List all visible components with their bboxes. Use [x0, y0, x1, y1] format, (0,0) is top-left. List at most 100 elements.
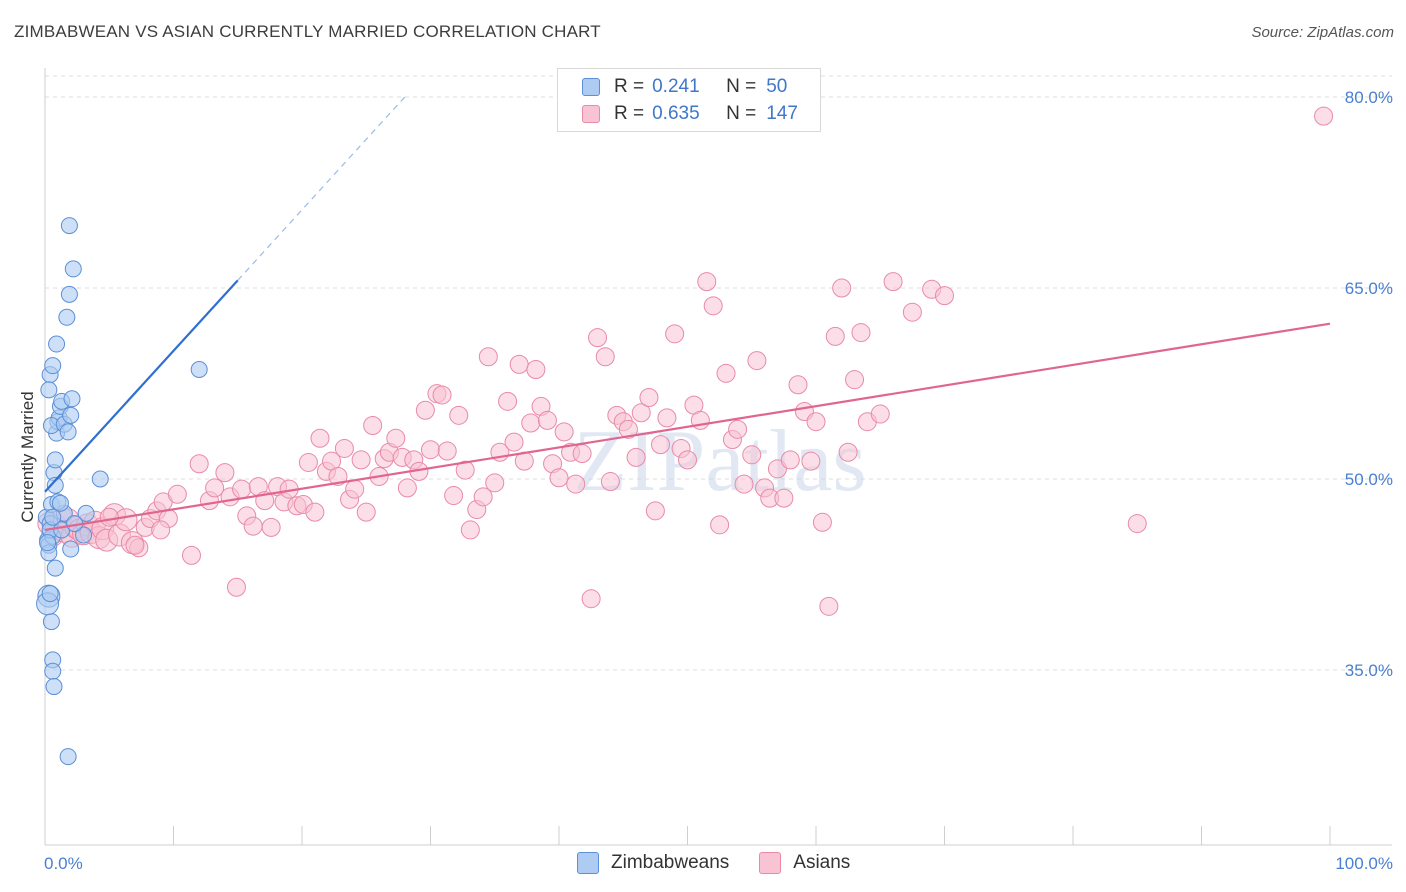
zimbabweans-point: [60, 217, 78, 235]
asians-point: [167, 484, 187, 504]
asians-point: [780, 450, 800, 470]
legend-label-asians: Asians: [793, 852, 851, 873]
x-tick-label: 100.0%: [1335, 854, 1393, 873]
asians-point: [825, 326, 845, 346]
asians-point: [806, 412, 826, 432]
zimbabweans-point: [41, 585, 59, 603]
asians-point: [1314, 106, 1334, 126]
zimbabweans-point: [46, 476, 64, 494]
legend-n-value: 147: [766, 103, 798, 124]
legend-label-zimbabweans: Zimbabweans: [611, 852, 730, 873]
asians-point: [397, 478, 417, 498]
asians-point: [415, 400, 435, 420]
asians-point: [351, 450, 371, 470]
legend-r-value: 0.241: [652, 76, 700, 97]
asians-point: [305, 502, 325, 522]
legend-swatch-asians: [582, 105, 600, 123]
asians-point: [651, 435, 671, 455]
zimbabweans-trend-extension: [237, 96, 406, 281]
zimbabweans-series: [36, 217, 208, 766]
asians-point: [386, 428, 406, 448]
asians-point: [485, 473, 505, 493]
asians-point: [734, 474, 754, 494]
zimbabweans-point: [44, 662, 62, 680]
asians-point: [432, 385, 452, 405]
asians-point: [549, 468, 569, 488]
asians-point: [328, 466, 348, 486]
asians-point: [631, 403, 651, 423]
asians-point: [455, 460, 475, 480]
asians-point: [181, 545, 201, 565]
asians-point: [626, 447, 646, 467]
zimbabweans-point: [44, 357, 62, 375]
asians-point: [935, 286, 954, 306]
asians-point: [845, 370, 865, 390]
legend-swatch-asians: [759, 852, 782, 874]
zimbabweans-point: [190, 360, 208, 378]
zimbabweans-point: [42, 613, 60, 631]
asians-point: [645, 501, 665, 521]
legend-r-value: 0.635: [652, 103, 700, 124]
zimbabweans-point: [58, 308, 76, 326]
asians-point: [902, 302, 922, 322]
legend-n-label: N =: [726, 76, 757, 97]
asians-point: [595, 347, 615, 367]
zimbabweans-point: [63, 390, 81, 408]
asians-point: [678, 450, 697, 470]
zimbabweans-point: [46, 451, 64, 469]
asians-point: [703, 296, 723, 316]
asians-point: [537, 410, 557, 430]
zimbabweans-point: [62, 406, 80, 424]
zimbabweans-point: [62, 540, 80, 558]
zimbabweans-point: [46, 559, 64, 577]
asians-point: [261, 517, 281, 537]
y-axis-label: Currently Married: [18, 391, 37, 522]
axes: [44, 68, 1392, 846]
asians-point: [526, 359, 546, 379]
stats-legend: R = 0.241 N = 50 R = 0.635 N = 147: [557, 68, 821, 132]
legend-item-zimbabweans[interactable]: Zimbabweans: [577, 852, 729, 874]
legend-row-asians: R = 0.635 N = 147: [582, 102, 798, 126]
asians-point: [747, 351, 767, 371]
asians-point: [832, 278, 852, 298]
trend-lines: [44, 96, 1331, 532]
asians-point: [710, 515, 730, 535]
asians-point: [421, 440, 440, 460]
asians-point: [742, 445, 762, 465]
asians-point: [478, 347, 498, 367]
asians-point: [838, 442, 858, 462]
asians-point: [298, 452, 318, 472]
legend-row-zimbabweans: R = 0.241 N = 50: [582, 75, 787, 99]
zimbabweans-point: [48, 335, 66, 353]
zimbabweans-point: [60, 285, 78, 303]
asians-point: [618, 419, 638, 439]
asians-point: [870, 404, 890, 424]
asians-point: [812, 512, 832, 532]
asians-point: [243, 516, 263, 536]
asians-point: [665, 324, 685, 344]
zimbabweans-point: [64, 260, 82, 278]
zimbabweans-point: [91, 470, 109, 488]
legend-item-asians[interactable]: Asians: [759, 852, 850, 874]
y-tick-label: 80.0%: [1345, 88, 1393, 107]
asians-point: [588, 328, 608, 348]
chart-title: ZIMBABWEAN VS ASIAN CURRENTLY MARRIED CO…: [14, 22, 601, 41]
asians-trend-line: [44, 322, 1331, 532]
asians-point: [572, 444, 592, 464]
asians-point: [554, 422, 574, 442]
asians-point: [215, 463, 235, 483]
asians-point: [205, 478, 225, 498]
legend-r-label: R =: [614, 103, 645, 124]
asians-point: [697, 272, 717, 292]
y-tick-label: 65.0%: [1345, 279, 1393, 298]
asians-point: [801, 451, 821, 471]
series-legend: Zimbabweans Asians: [577, 852, 880, 874]
zimbabweans-trend-line: [44, 279, 239, 493]
asians-point: [819, 596, 839, 616]
zimbabweans-point: [77, 504, 95, 522]
asians-point: [728, 419, 748, 439]
asians-point: [851, 323, 871, 343]
asians-point: [566, 474, 586, 494]
asians-point: [716, 363, 736, 383]
